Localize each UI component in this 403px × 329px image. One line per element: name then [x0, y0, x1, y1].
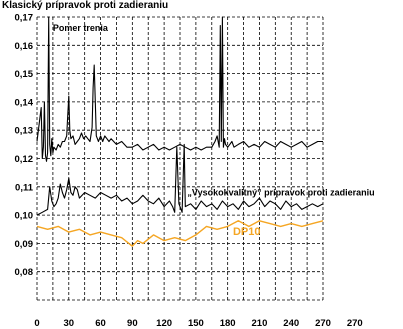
y-tick-label: 0,10 — [15, 211, 34, 222]
x-tick-label: 90 — [127, 318, 138, 329]
x-tick-label: 60 — [95, 318, 106, 329]
y-tick-label: 0,17 — [15, 13, 34, 24]
annotation-label: DP10 — [233, 226, 261, 238]
x-tick-label: 120 — [156, 318, 172, 329]
y-tick-label: 0,15 — [15, 69, 34, 80]
y-tick-label: 0,16 — [15, 41, 34, 52]
x-tick-label: 0 — [34, 318, 39, 329]
y-tick-label: 0,09 — [15, 239, 34, 250]
x-tick-label: 210 — [252, 318, 268, 329]
y-axis: 0,17 0,16 0,15 0,14 0,13 0,12 0,11 0,10 0,09 0,08 — [15, 13, 34, 279]
chart-title: Klasický prípravok proti zadieraniu — [2, 0, 168, 11]
x-tick-label: 270 — [347, 318, 363, 329]
x-axis: 0 30 60 90 120 150 180 210 240 270 270 — [34, 318, 362, 329]
y-tick-label: 0,12 — [15, 154, 34, 165]
annotations: Pomer trenia „Vysokokvalitný“ prípravok p… — [53, 23, 375, 238]
series-line-3 — [36, 220, 324, 247]
y-tick-label: 0,14 — [15, 97, 34, 108]
x-tick-label: 270 — [315, 318, 331, 329]
y-tick-label: 0,08 — [15, 267, 34, 278]
x-tick-label: 180 — [220, 318, 236, 329]
series-line-1 — [36, 16, 323, 162]
grid — [36, 16, 324, 301]
series-group — [36, 16, 324, 247]
series-line-2 — [36, 143, 324, 216]
x-tick-label: 240 — [283, 318, 299, 329]
annotation-label: Pomer trenia — [53, 23, 109, 33]
annotation-label: „Vysokokvalitný“ prípravok proti zadiera… — [187, 187, 374, 197]
x-tick-label: 30 — [63, 318, 74, 329]
y-tick-label: 0,13 — [15, 126, 34, 137]
x-tick-label: 150 — [188, 318, 204, 329]
y-tick-label: 0,11 — [15, 182, 34, 193]
